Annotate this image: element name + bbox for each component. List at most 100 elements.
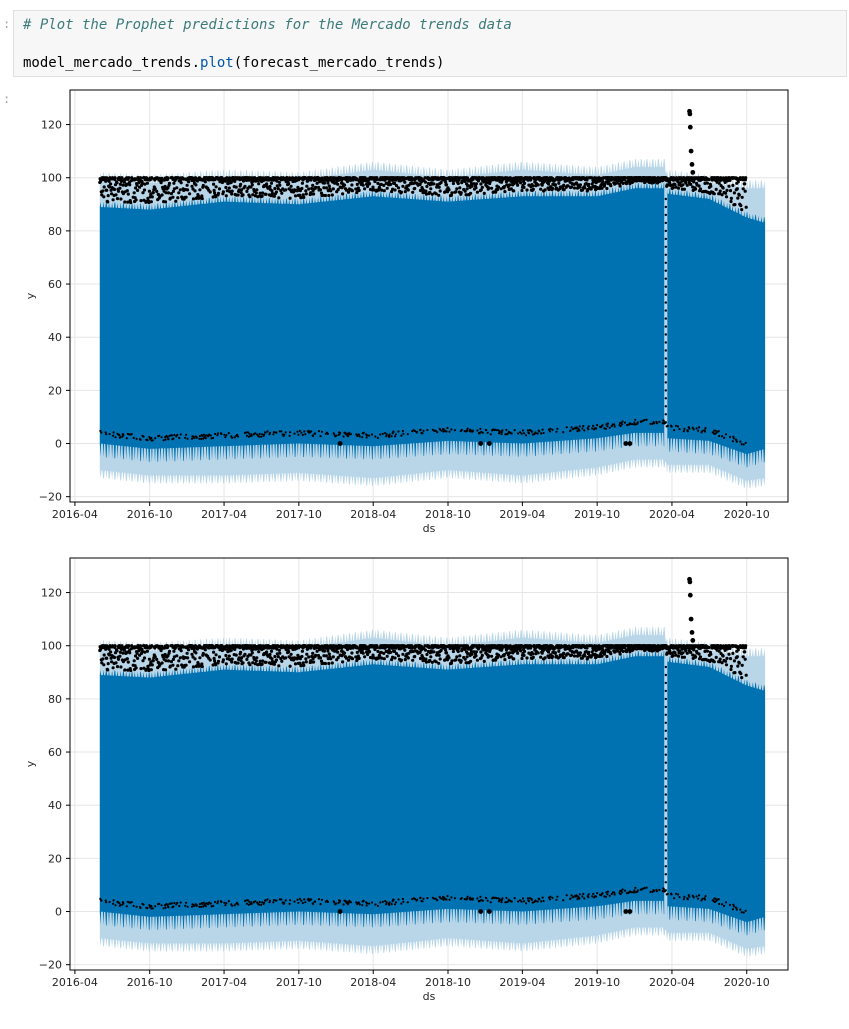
observed-point (387, 180, 391, 184)
observed-point (742, 911, 745, 914)
observed-point (126, 200, 130, 204)
observed-point (175, 903, 178, 906)
observed-point (444, 183, 449, 187)
observed-point (270, 657, 274, 661)
observed-point (684, 649, 688, 653)
observed-point (179, 901, 182, 904)
observed-point (239, 659, 243, 663)
observed-point (721, 903, 724, 906)
observed-point (301, 661, 305, 665)
observed-point (346, 190, 351, 194)
observed-point (516, 183, 520, 187)
observed-point (366, 902, 369, 905)
observed-point (287, 182, 291, 186)
observed-point (741, 655, 745, 659)
observed-point (456, 649, 460, 654)
observed-point (585, 646, 589, 650)
observed-point (655, 422, 659, 425)
observed-point (106, 194, 110, 198)
observed-point (139, 906, 142, 909)
observed-point (366, 434, 369, 437)
observed-point (547, 179, 552, 183)
observed-point (440, 897, 443, 900)
observed-point (163, 652, 167, 657)
observed-point (99, 429, 102, 432)
observed-point (289, 184, 293, 188)
observed-point (453, 897, 456, 900)
observed-point (258, 191, 262, 195)
observed-point (368, 902, 371, 905)
observed-point (125, 905, 128, 908)
observed-point (169, 660, 173, 664)
y-axis-label: y (24, 760, 37, 767)
observed-point (350, 183, 354, 187)
observed-point (272, 662, 276, 666)
observed-point (724, 433, 728, 436)
observed-point (581, 427, 584, 430)
observed-point (173, 901, 176, 905)
observed-point (562, 183, 566, 187)
observed-point (127, 644, 131, 648)
observed-point (466, 895, 469, 898)
observed-point (166, 191, 171, 195)
code-cell[interactable]: # Plot the Prophet predictions for the M… (13, 10, 847, 77)
observed-point (170, 434, 173, 437)
y-tick-label: 100 (41, 640, 62, 653)
observed-point (118, 186, 122, 190)
observed-point (228, 190, 232, 194)
observed-point (216, 191, 221, 195)
observed-point (601, 648, 605, 652)
observed-point (570, 426, 573, 429)
observed-point (438, 657, 442, 661)
observed-point (385, 654, 389, 658)
observed-point (331, 187, 335, 191)
observed-point (280, 191, 284, 195)
observed-point (192, 904, 196, 907)
observed-point (664, 309, 667, 312)
observed-point (275, 431, 278, 434)
observed-point (698, 187, 703, 191)
observed-point (621, 649, 625, 653)
observed-point (112, 899, 115, 902)
observed-point (406, 188, 410, 192)
observed-point (519, 899, 522, 902)
observed-point (134, 198, 138, 202)
observed-point (684, 181, 688, 185)
observed-point (471, 897, 475, 900)
observed-point (266, 430, 269, 433)
observed-point (375, 176, 379, 180)
observed-point (566, 652, 570, 656)
observed-point (220, 432, 223, 436)
observed-point (207, 435, 210, 438)
observed-point (139, 667, 143, 671)
observed-point (524, 902, 528, 905)
observed-point (658, 888, 661, 891)
observed-point (194, 183, 198, 187)
observed-point (167, 906, 170, 909)
output-prompt-marker: : (3, 92, 10, 106)
observed-point (186, 188, 190, 192)
outlier-point (687, 111, 693, 117)
observed-point (664, 269, 667, 272)
input-prompt-marker: : (3, 17, 10, 31)
observed-point (254, 191, 258, 195)
observed-point (400, 902, 403, 905)
observed-point (329, 657, 333, 661)
observed-point (526, 897, 530, 900)
observed-point (105, 901, 108, 904)
observed-point (233, 436, 236, 439)
observed-point (394, 901, 398, 904)
x-tick-label: 2020-10 (724, 976, 770, 989)
observed-point (330, 193, 334, 197)
observed-point (704, 427, 707, 430)
observed-point (258, 900, 261, 904)
observed-point (505, 428, 508, 431)
observed-point (422, 429, 425, 432)
observed-point (645, 418, 648, 421)
observed-point (448, 898, 451, 901)
y-tick-label: 120 (41, 587, 62, 600)
observed-point (655, 890, 659, 893)
observed-point (394, 652, 399, 656)
observed-point (643, 648, 647, 653)
y-tick-label: 20 (48, 384, 62, 397)
